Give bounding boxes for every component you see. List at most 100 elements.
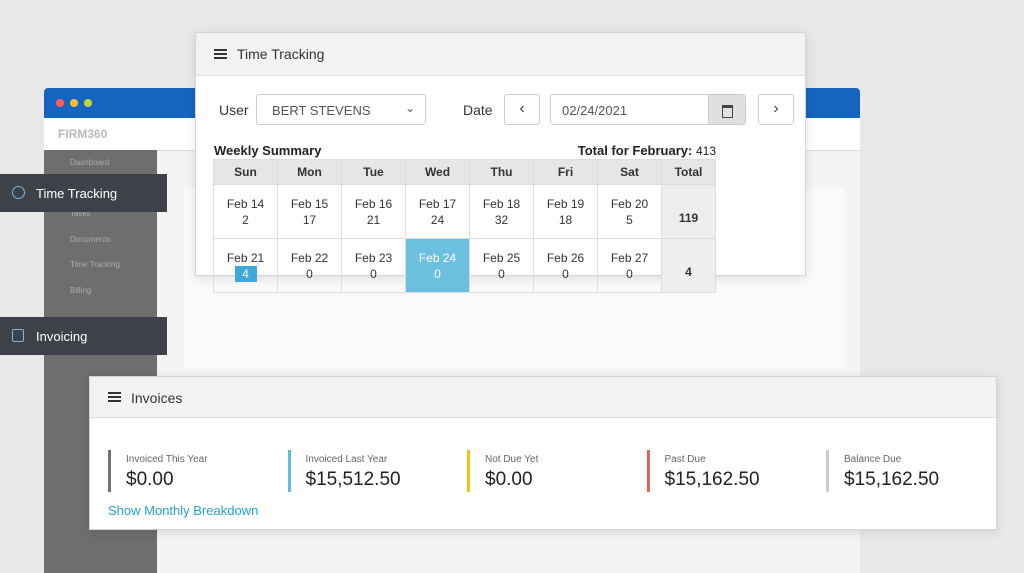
day-date: Feb 25 bbox=[482, 250, 521, 265]
item-label: Not Due Yet bbox=[485, 454, 539, 465]
day-header: Sat bbox=[597, 159, 662, 185]
invoice-item: Invoiced Last Year $15,512.50 bbox=[287, 450, 401, 492]
total-value: 413 bbox=[695, 144, 716, 158]
date-input[interactable]: 02/24/2021 bbox=[550, 94, 746, 125]
day-cell: Feb 22 0 bbox=[277, 238, 342, 293]
day-hours: 4 bbox=[234, 265, 257, 282]
day-date: Feb 18 bbox=[482, 196, 521, 211]
week-total: 119 bbox=[661, 184, 716, 239]
day-cell: Feb 25 0 bbox=[469, 238, 534, 293]
day-cell: Feb 27 0 bbox=[597, 238, 662, 293]
day-header: Sun bbox=[213, 159, 278, 185]
day-date: Feb 19 bbox=[546, 196, 585, 211]
logo: FIRM360 bbox=[58, 127, 108, 141]
panel-header: Invoices bbox=[90, 377, 996, 418]
side-label: Time Tracking bbox=[0, 174, 167, 212]
item-label: Balance Due bbox=[844, 454, 902, 465]
item-label: Past Due bbox=[664, 454, 706, 465]
week-row: Feb 21 4 Feb 22 0 Feb 23 0 Feb 24 0 Feb 25 0 Feb 2… bbox=[213, 238, 716, 293]
day-cell: Feb 21 4 bbox=[213, 238, 278, 293]
panel-header: Time Tracking bbox=[196, 33, 805, 76]
calc-icon bbox=[12, 329, 24, 342]
day-header: Tue bbox=[341, 159, 406, 185]
user-label: User bbox=[219, 102, 249, 118]
day-hours: 0 bbox=[370, 266, 377, 281]
item-value: $0.00 bbox=[126, 469, 174, 490]
day-cell: Feb 20 5 bbox=[597, 184, 662, 239]
day-hours: 32 bbox=[494, 212, 509, 227]
day-cell: Feb 14 2 bbox=[213, 184, 278, 239]
day-hours: 21 bbox=[366, 212, 381, 227]
dot bbox=[56, 99, 64, 107]
day-hours: 5 bbox=[626, 212, 633, 227]
panel-title: Invoices bbox=[131, 390, 183, 406]
day-hours: 0 bbox=[498, 266, 505, 281]
calendar-button[interactable] bbox=[708, 95, 745, 124]
day-cell: Feb 24 0 bbox=[405, 238, 470, 293]
invoice-item: Balance Due $15,162.50 bbox=[826, 450, 939, 492]
item-value: $15,162.50 bbox=[664, 469, 760, 490]
day-header: Thu bbox=[469, 159, 534, 185]
item-value: $15,162.50 bbox=[844, 469, 940, 490]
breakdown-link[interactable]: Show Monthly Breakdown bbox=[108, 503, 259, 518]
dot bbox=[84, 99, 92, 107]
summary-title: Weekly Summary bbox=[214, 143, 322, 158]
day-hours: 18 bbox=[558, 212, 573, 227]
week-total: 4 bbox=[661, 238, 716, 293]
day-header: Total bbox=[661, 159, 716, 185]
day-hours: 24 bbox=[430, 212, 445, 227]
day-hours: 2 bbox=[242, 212, 249, 227]
date-value: 02/24/2021 bbox=[562, 103, 628, 118]
weekly-table: Sun Mon Tue Wed Thu Fri Sat Total Feb 14 2 Feb 15 1… bbox=[213, 159, 716, 293]
day-cell: Feb 18 32 bbox=[469, 184, 534, 239]
panel-title: Time Tracking bbox=[237, 46, 325, 62]
sidebar-item: Billing bbox=[70, 285, 92, 295]
day-date: Feb 24 bbox=[418, 250, 457, 265]
day-hours: 17 bbox=[302, 212, 317, 227]
day-hours: 0 bbox=[306, 266, 313, 281]
day-date: Feb 20 bbox=[610, 196, 649, 211]
total: Total for February: 413 bbox=[578, 143, 716, 158]
menu-icon bbox=[108, 392, 121, 402]
user-value: BERT STEVENS bbox=[272, 103, 371, 118]
header-row: Sun Mon Tue Wed Thu Fri Sat Total bbox=[213, 159, 716, 185]
total-label: Total for February: bbox=[577, 143, 693, 158]
sidebar-item: Tasks bbox=[70, 209, 91, 218]
item-value: $15,512.50 bbox=[305, 469, 401, 490]
dot bbox=[70, 99, 78, 107]
day-date: Feb 26 bbox=[546, 250, 585, 265]
day-date: Feb 17 bbox=[418, 196, 457, 211]
day-cell: Feb 26 0 bbox=[533, 238, 598, 293]
calendar-icon bbox=[722, 105, 733, 118]
day-hours: 0 bbox=[562, 266, 569, 281]
day-header: Wed bbox=[405, 159, 470, 185]
invoice-item: Invoiced This Year $0.00 bbox=[108, 450, 208, 492]
day-hours: 0 bbox=[626, 266, 633, 281]
day-hours: 0 bbox=[434, 266, 441, 281]
chevron: ⌄ bbox=[404, 101, 415, 115]
item-label: Invoiced Last Year bbox=[305, 454, 388, 465]
day-date: Feb 27 bbox=[610, 250, 649, 265]
invoice-item: Not Due Yet $0.00 bbox=[467, 450, 538, 492]
day-cell: Feb 23 0 bbox=[341, 238, 406, 293]
label: Time Tracking bbox=[36, 186, 118, 201]
day-cell: Feb 15 17 bbox=[277, 184, 342, 239]
day-date: Feb 21 bbox=[226, 250, 265, 265]
day-date: Feb 23 bbox=[354, 250, 393, 265]
day-cell: Feb 16 21 bbox=[341, 184, 406, 239]
label: Invoicing bbox=[36, 329, 88, 344]
next-button[interactable]: › bbox=[758, 94, 794, 125]
side-label: Invoicing bbox=[0, 317, 167, 355]
invoices-panel: Invoices Invoiced This Year $0.00 Invoiced… bbox=[89, 376, 997, 530]
day-cell: Feb 17 24 bbox=[405, 184, 470, 239]
week-row: Feb 14 2 Feb 15 17 Feb 16 21 Feb 17 24 Feb 18 32 F… bbox=[213, 184, 716, 239]
day-date: Feb 16 bbox=[354, 196, 393, 211]
item-label: Invoiced This Year bbox=[126, 454, 208, 465]
item-value: $0.00 bbox=[485, 469, 533, 490]
day-cell: Feb 19 18 bbox=[533, 184, 598, 239]
sidebar-item: Dashboard bbox=[70, 158, 110, 167]
day-header: Fri bbox=[533, 159, 598, 185]
user-select[interactable]: BERT STEVENS ⌄ bbox=[256, 94, 426, 125]
sidebar-item: Documents bbox=[70, 234, 111, 244]
prev-button[interactable]: ‹ bbox=[504, 94, 540, 125]
